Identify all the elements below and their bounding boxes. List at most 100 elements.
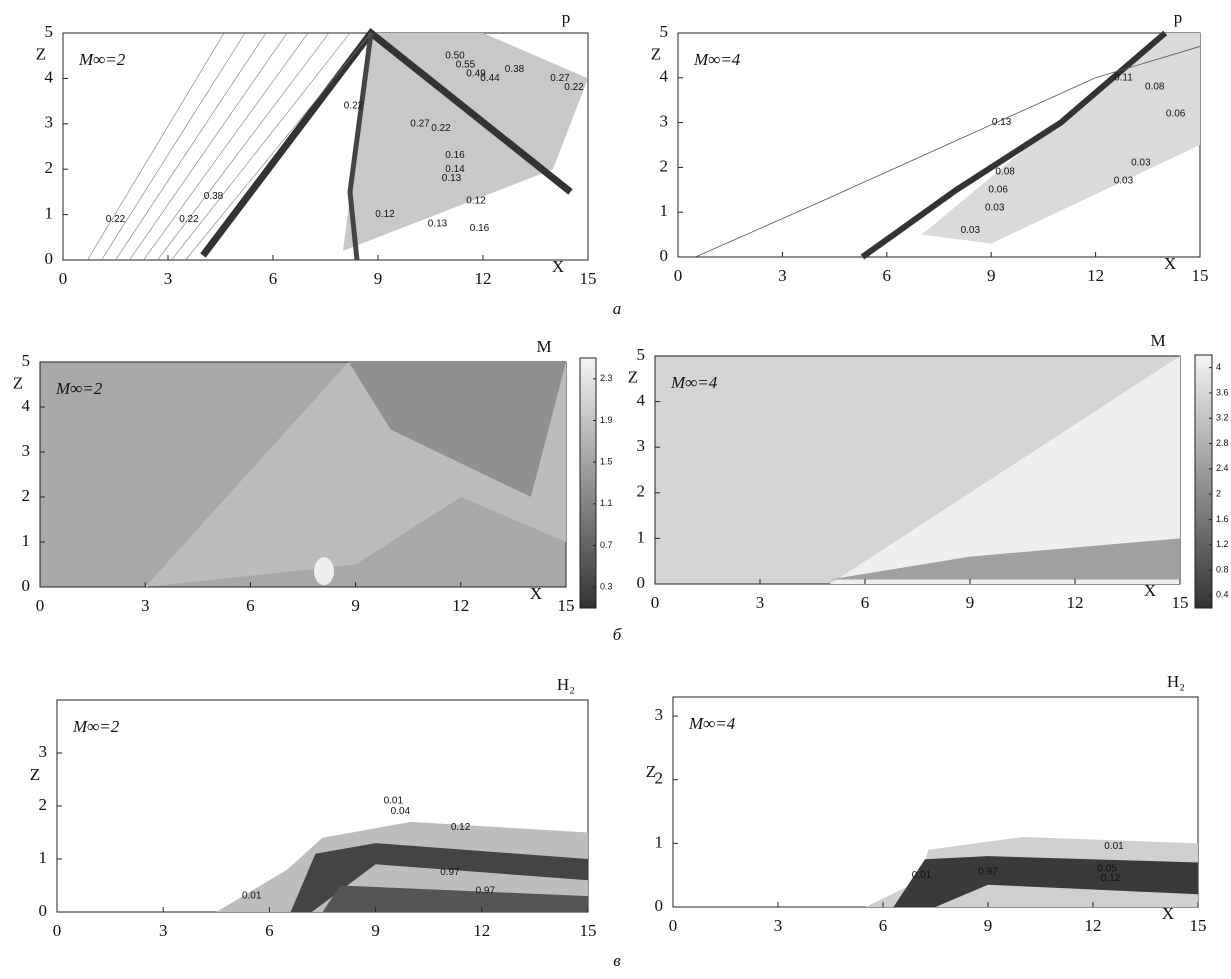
x-tick-label: 3: [756, 593, 765, 612]
contour-label: 0.12: [1101, 873, 1121, 884]
y-tick-label: 1: [22, 531, 31, 550]
y-axis-label: Z: [30, 765, 40, 784]
contour-label: 0.12: [451, 822, 471, 833]
field-label: H₂: [557, 675, 575, 694]
colorbar-tick-label: 0.8: [1216, 564, 1229, 574]
colorbar-tick-label: 1.1: [600, 498, 613, 508]
page: {"chart_data":[ {"type":"contour","field…: [0, 0, 1231, 979]
x-tick-label: 12: [452, 596, 469, 615]
panel-label: в: [613, 951, 621, 970]
contour-label: 0.97: [440, 867, 460, 878]
contour-label: 0.27: [410, 118, 430, 129]
y-axis-label: Z: [651, 44, 661, 63]
x-tick-label: 6: [883, 266, 892, 285]
panel-label: а: [613, 299, 622, 318]
y-tick-label: 1: [660, 201, 669, 220]
colorbar-tick-label: 2.4: [1216, 463, 1229, 473]
y-axis-label: Z: [628, 368, 638, 387]
x-tick-label: 15: [580, 921, 597, 940]
y-tick-label: 3: [655, 705, 664, 724]
contour-label: 0.22: [179, 214, 199, 225]
annotation: M∞=2: [78, 50, 126, 69]
x-tick-label: 9: [351, 596, 360, 615]
y-tick-label: 0: [660, 246, 669, 265]
contour-label: 0.22: [564, 82, 584, 93]
y-axis-label: Z: [13, 373, 23, 392]
contour-label: 0.16: [445, 150, 465, 161]
contour-label: 0.13: [442, 173, 462, 184]
contour-label: 0.44: [480, 73, 500, 84]
y-tick-label: 5: [637, 345, 646, 364]
colorbar-tick-label: 1.5: [600, 457, 613, 467]
annotation: M∞=4: [688, 714, 736, 733]
y-tick-label: 2: [45, 158, 54, 177]
x-tick-label: 0: [36, 596, 45, 615]
contour-label: 0.08: [995, 167, 1015, 178]
y-tick-label: 4: [22, 396, 31, 415]
field-region: [314, 557, 334, 585]
colorbar-tick-label: 4: [1216, 362, 1221, 372]
colorbar: [580, 358, 596, 608]
y-tick-label: 5: [660, 22, 669, 41]
y-tick-label: 0: [45, 249, 54, 268]
annotation: M∞=2: [55, 379, 103, 398]
x-axis-label: X: [1144, 581, 1156, 600]
x-tick-label: 6: [246, 596, 255, 615]
x-tick-label: 3: [164, 269, 173, 288]
y-tick-label: 0: [655, 896, 664, 915]
x-tick-label: 3: [774, 916, 783, 935]
contour-label: 0.01: [912, 870, 932, 881]
y-tick-label: 4: [660, 67, 669, 86]
x-tick-label: 15: [1172, 593, 1189, 612]
contour-label: 0.01: [384, 795, 404, 806]
contour-label: 0.03: [985, 202, 1005, 213]
y-tick-label: 0: [22, 576, 31, 595]
field-label: M: [536, 337, 551, 356]
contour-label: 0.06: [1166, 108, 1186, 119]
x-tick-label: 12: [475, 269, 492, 288]
colorbar-tick-label: 0.7: [600, 540, 613, 550]
y-tick-label: 1: [655, 832, 664, 851]
contour-label: 0.01: [1104, 841, 1124, 852]
contour-label: 0.97: [978, 867, 998, 878]
x-tick-label: 0: [674, 266, 683, 285]
panel-label: б: [613, 625, 622, 644]
y-tick-label: 3: [22, 441, 31, 460]
contour-label: 0.03: [961, 225, 981, 236]
contour-label: 0.08: [1145, 81, 1165, 92]
colorbar-tick-label: 1.6: [1216, 514, 1229, 524]
contour-label: 0.03: [1131, 158, 1151, 169]
x-tick-label: 15: [580, 269, 597, 288]
x-axis-label: X: [1162, 904, 1174, 923]
figure: а б в 03691215012345XZpM∞=20.220.220.380…: [0, 0, 1231, 974]
x-tick-label: 9: [984, 916, 993, 935]
contour-label: 0.04: [391, 806, 411, 817]
y-tick-label: 3: [45, 113, 54, 132]
contour-label: 0.13: [428, 218, 448, 229]
contour-label: 0.97: [476, 885, 496, 896]
x-tick-label: 9: [987, 266, 996, 285]
colorbar-tick-label: 1.2: [1216, 539, 1229, 549]
colorbar-tick-label: 2.3: [600, 373, 613, 383]
contour-label: 0.11: [1114, 72, 1133, 83]
contour-label: 0.03: [1114, 175, 1134, 186]
contour-label: 0.16: [470, 223, 490, 234]
contour-label: 0.06: [988, 184, 1008, 195]
y-tick-label: 3: [637, 436, 646, 455]
contour-label: 0.38: [505, 64, 525, 75]
colorbar-tick-label: 0.3: [600, 582, 613, 592]
x-tick-label: 0: [669, 916, 678, 935]
annotation: M∞=2: [72, 717, 120, 736]
y-tick-label: 0: [637, 573, 646, 592]
y-tick-label: 0: [39, 901, 48, 920]
contour-label: 0.01: [242, 891, 262, 902]
colorbar-tick-label: 2: [1216, 489, 1221, 499]
y-tick-label: 1: [637, 527, 646, 546]
contour-label: 0.12: [375, 209, 395, 220]
y-tick-label: 1: [45, 204, 54, 223]
field-label: p: [562, 8, 571, 27]
x-tick-label: 15: [1192, 266, 1209, 285]
x-tick-label: 6: [265, 921, 274, 940]
field-label: H₂: [1167, 672, 1185, 691]
x-tick-label: 6: [269, 269, 278, 288]
